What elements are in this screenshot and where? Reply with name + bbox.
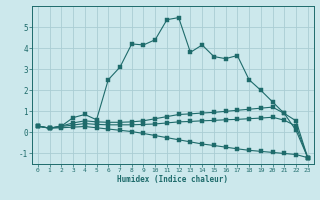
X-axis label: Humidex (Indice chaleur): Humidex (Indice chaleur) <box>117 175 228 184</box>
